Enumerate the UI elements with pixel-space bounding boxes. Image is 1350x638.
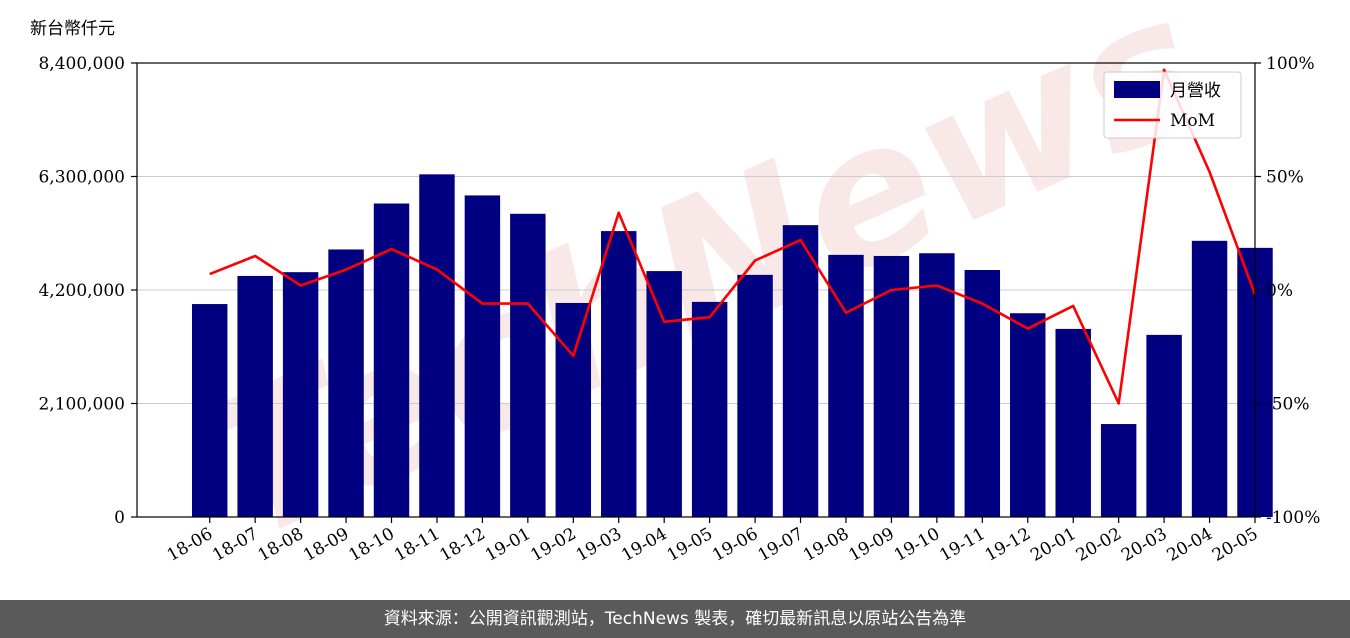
left-tick-label: 0 bbox=[114, 508, 125, 528]
x-tick-label: 19-09 bbox=[845, 524, 897, 566]
x-tick-label: 20-05 bbox=[1209, 524, 1261, 566]
legend: 月營收 MoM bbox=[1103, 71, 1242, 139]
right-tick-label: 100% bbox=[1266, 54, 1315, 74]
bar-18-08 bbox=[282, 272, 319, 517]
x-tick-label: 20-02 bbox=[1073, 524, 1125, 566]
bar-19-02 bbox=[555, 302, 592, 517]
y-axis-unit-label: 新台幣仟元 bbox=[30, 19, 115, 39]
x-tick-label: 18-11 bbox=[391, 524, 443, 566]
legend-swatch-bar bbox=[1114, 81, 1160, 98]
bar-20-02 bbox=[1100, 424, 1137, 517]
bar-19-06 bbox=[737, 274, 773, 517]
left-tick-label: 2,100,000 bbox=[38, 395, 125, 415]
x-tick-label: 19-02 bbox=[527, 524, 579, 566]
x-tick-label: 19-03 bbox=[573, 524, 625, 566]
right-tick-label: 50% bbox=[1266, 168, 1304, 188]
bar-18-12 bbox=[464, 195, 501, 517]
x-tick-label: 19-06 bbox=[709, 524, 761, 566]
bar-19-12 bbox=[1010, 313, 1046, 517]
bar-19-11 bbox=[964, 270, 1001, 517]
x-tick-label: 20-04 bbox=[1164, 524, 1216, 566]
bar-series bbox=[191, 174, 1273, 518]
bar-18-07 bbox=[237, 275, 273, 517]
x-tick-label: 19-10 bbox=[891, 524, 943, 566]
x-tick-label: 20-01 bbox=[1027, 524, 1079, 566]
bar-19-07 bbox=[782, 225, 819, 517]
bar-20-04 bbox=[1191, 240, 1228, 518]
legend-label-revenue: 月營收 bbox=[1170, 81, 1221, 101]
x-tick-label: 18-06 bbox=[164, 524, 216, 566]
x-tick-label: 18-07 bbox=[209, 524, 261, 566]
left-tick-label: 4,200,000 bbox=[38, 281, 125, 301]
right-tick-label: -100% bbox=[1266, 508, 1320, 528]
x-tick-label: 19-11 bbox=[936, 524, 988, 566]
bar-20-03 bbox=[1146, 334, 1182, 517]
bar-19-04 bbox=[646, 271, 682, 517]
bar-18-09 bbox=[328, 249, 364, 517]
right-tick-label: -50% bbox=[1266, 395, 1310, 415]
x-tick-label: 19-01 bbox=[482, 524, 534, 566]
x-tick-label: 18-12 bbox=[436, 524, 488, 566]
x-tick-label: 19-07 bbox=[755, 524, 807, 566]
x-tick-label: 19-08 bbox=[800, 524, 852, 566]
bar-19-08 bbox=[828, 254, 864, 517]
legend-label-mom: MoM bbox=[1170, 111, 1215, 131]
bar-19-09 bbox=[873, 255, 910, 517]
left-axis: 0 2,100,000 4,200,000 6,300,000 8,400,000 bbox=[38, 54, 137, 528]
x-tick-label: 19-05 bbox=[664, 524, 716, 566]
left-tick-label: 6,300,000 bbox=[38, 168, 125, 188]
bar-19-05 bbox=[691, 301, 728, 517]
right-axis: -100% -50% 0% 50% 100% bbox=[1255, 54, 1320, 528]
right-tick-label: 0% bbox=[1266, 281, 1293, 301]
left-tick-label: 8,400,000 bbox=[38, 54, 125, 74]
bar-18-11 bbox=[419, 174, 455, 518]
mom-line bbox=[209, 68, 1257, 405]
bar-19-03 bbox=[601, 231, 637, 518]
x-tick-label: 19-12 bbox=[982, 524, 1034, 566]
bar-19-01 bbox=[510, 213, 546, 518]
bar-19-10 bbox=[919, 253, 955, 517]
bar-20-01 bbox=[1055, 328, 1091, 517]
bar-18-06 bbox=[191, 304, 228, 517]
mom-line-series bbox=[209, 68, 1257, 405]
footer-source-note: 資料來源：公開資訊觀測站，TechNews 製表，確切最新訊息以原站公告為準 bbox=[0, 600, 1350, 638]
chart: TechNews 新台幣仟元 02,100,0004,200,0006,300,… bbox=[30, 0, 1320, 584]
bar-18-10 bbox=[373, 203, 410, 517]
x-tick-label: 19-04 bbox=[618, 524, 670, 566]
x-tick-label: 20-03 bbox=[1118, 524, 1170, 566]
